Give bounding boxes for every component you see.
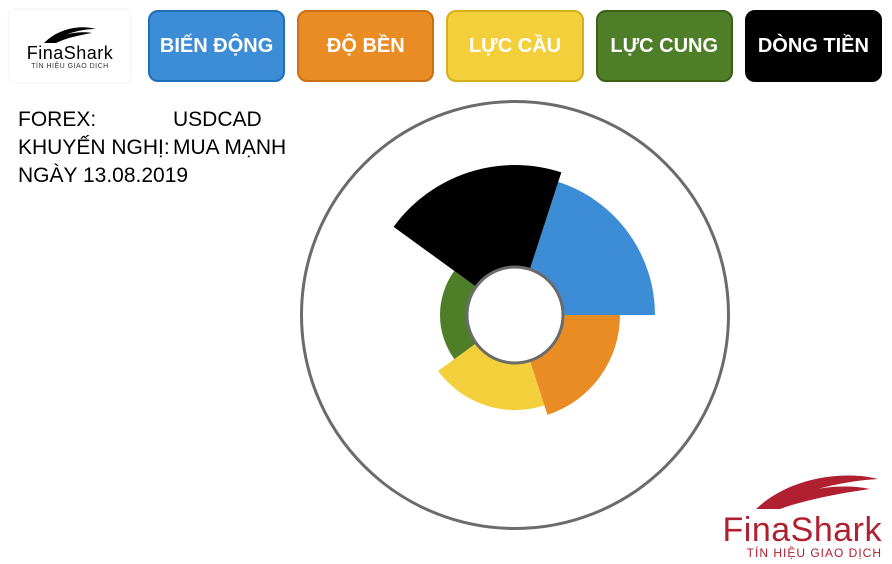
logo-name: FinaShark <box>27 43 114 64</box>
recommendation-value: MUA MẠNH <box>173 134 286 162</box>
logo-br-tagline: TÍN HIỆU GIAO DỊCH <box>723 546 882 560</box>
logo-tagline: TÍN HIỆU GIAO DỊCH <box>31 63 108 70</box>
logo-icon <box>42 23 98 45</box>
logo-br-name: FinaShark <box>723 511 882 550</box>
chart-outer-ring <box>300 100 730 530</box>
tab-dong-tien[interactable]: DÒNG TIỀN <box>745 10 882 82</box>
recommendation-label: KHUYẾN NGHỊ: <box>18 134 173 162</box>
tab-do-ben[interactable]: ĐỘ BỀN <box>297 10 434 82</box>
forex-value: USDCAD <box>173 106 262 134</box>
polar-chart <box>300 100 730 530</box>
logo-top-left: FinaShark TÍN HIỆU GIAO DỊCH <box>10 10 130 82</box>
logo-br-icon <box>723 469 882 511</box>
info-panel: FOREX: USDCAD KHUYẾN NGHỊ: MUA MẠNH NGÀY… <box>18 106 286 190</box>
tabs: BIẾN ĐỘNG ĐỘ BỀN LỰC CẦU LỰC CUNG DÒNG T… <box>148 10 882 82</box>
tab-luc-cung[interactable]: LỰC CUNG <box>596 10 733 82</box>
page: FinaShark TÍN HIỆU GIAO DỊCH BIẾN ĐỘNG Đ… <box>0 0 892 564</box>
logo-bottom-right: FinaShark TÍN HIỆU GIAO DỊCH <box>723 469 882 560</box>
header: FinaShark TÍN HIỆU GIAO DỊCH BIẾN ĐỘNG Đ… <box>0 0 892 82</box>
tab-bien-dong[interactable]: BIẾN ĐỘNG <box>148 10 285 82</box>
forex-label: FOREX: <box>18 106 173 134</box>
tab-luc-cau[interactable]: LỰC CẦU <box>446 10 583 82</box>
date-label: NGÀY 13.08.2019 <box>18 162 188 190</box>
